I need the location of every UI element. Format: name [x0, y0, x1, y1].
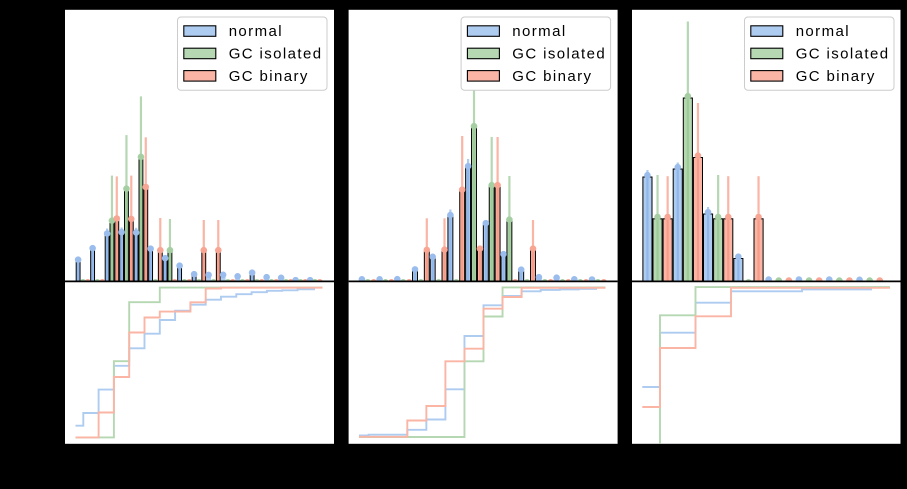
svg-text:GC isolated: GC isolated: [796, 46, 890, 63]
svg-text:GC isolated: GC isolated: [512, 46, 606, 63]
svg-text:GC isolated: GC isolated: [229, 46, 323, 63]
svg-text:normal: normal: [229, 23, 283, 40]
svg-text:GC binary: GC binary: [229, 68, 309, 85]
svg-text:normal: normal: [512, 23, 566, 40]
svg-text:GC binary: GC binary: [796, 68, 876, 85]
svg-text:normal: normal: [796, 23, 850, 40]
svg-text:GC binary: GC binary: [512, 68, 592, 85]
